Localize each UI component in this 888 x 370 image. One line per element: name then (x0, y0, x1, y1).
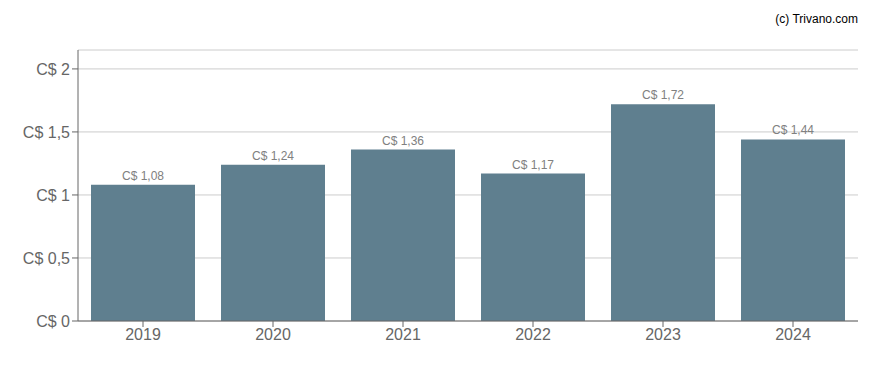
svg-text:2020: 2020 (255, 326, 291, 343)
svg-text:2022: 2022 (515, 326, 551, 343)
svg-text:2023: 2023 (645, 326, 681, 343)
svg-text:C$ 0,5: C$ 0,5 (23, 250, 70, 267)
svg-text:C$ 1,08: C$ 1,08 (122, 169, 164, 183)
svg-text:C$ 1: C$ 1 (36, 187, 70, 204)
svg-text:2019: 2019 (125, 326, 161, 343)
svg-text:C$ 1,17: C$ 1,17 (512, 158, 554, 172)
svg-text:C$ 1,44: C$ 1,44 (772, 123, 814, 137)
html-text:(c) Trivano.com: (c) Trivano.com (775, 12, 858, 26)
svg-text:C$ 1,36: C$ 1,36 (382, 134, 424, 148)
svg-text:2024: 2024 (775, 326, 811, 343)
svg-text:2021: 2021 (385, 326, 421, 343)
svg-text:C$ 1,72: C$ 1,72 (642, 88, 684, 102)
svg-text:C$ 0: C$ 0 (36, 313, 70, 330)
svg-text:C$ 1,5: C$ 1,5 (23, 124, 70, 141)
svg-text:C$ 2: C$ 2 (36, 61, 70, 78)
svg-text:C$ 1,24: C$ 1,24 (252, 149, 294, 163)
